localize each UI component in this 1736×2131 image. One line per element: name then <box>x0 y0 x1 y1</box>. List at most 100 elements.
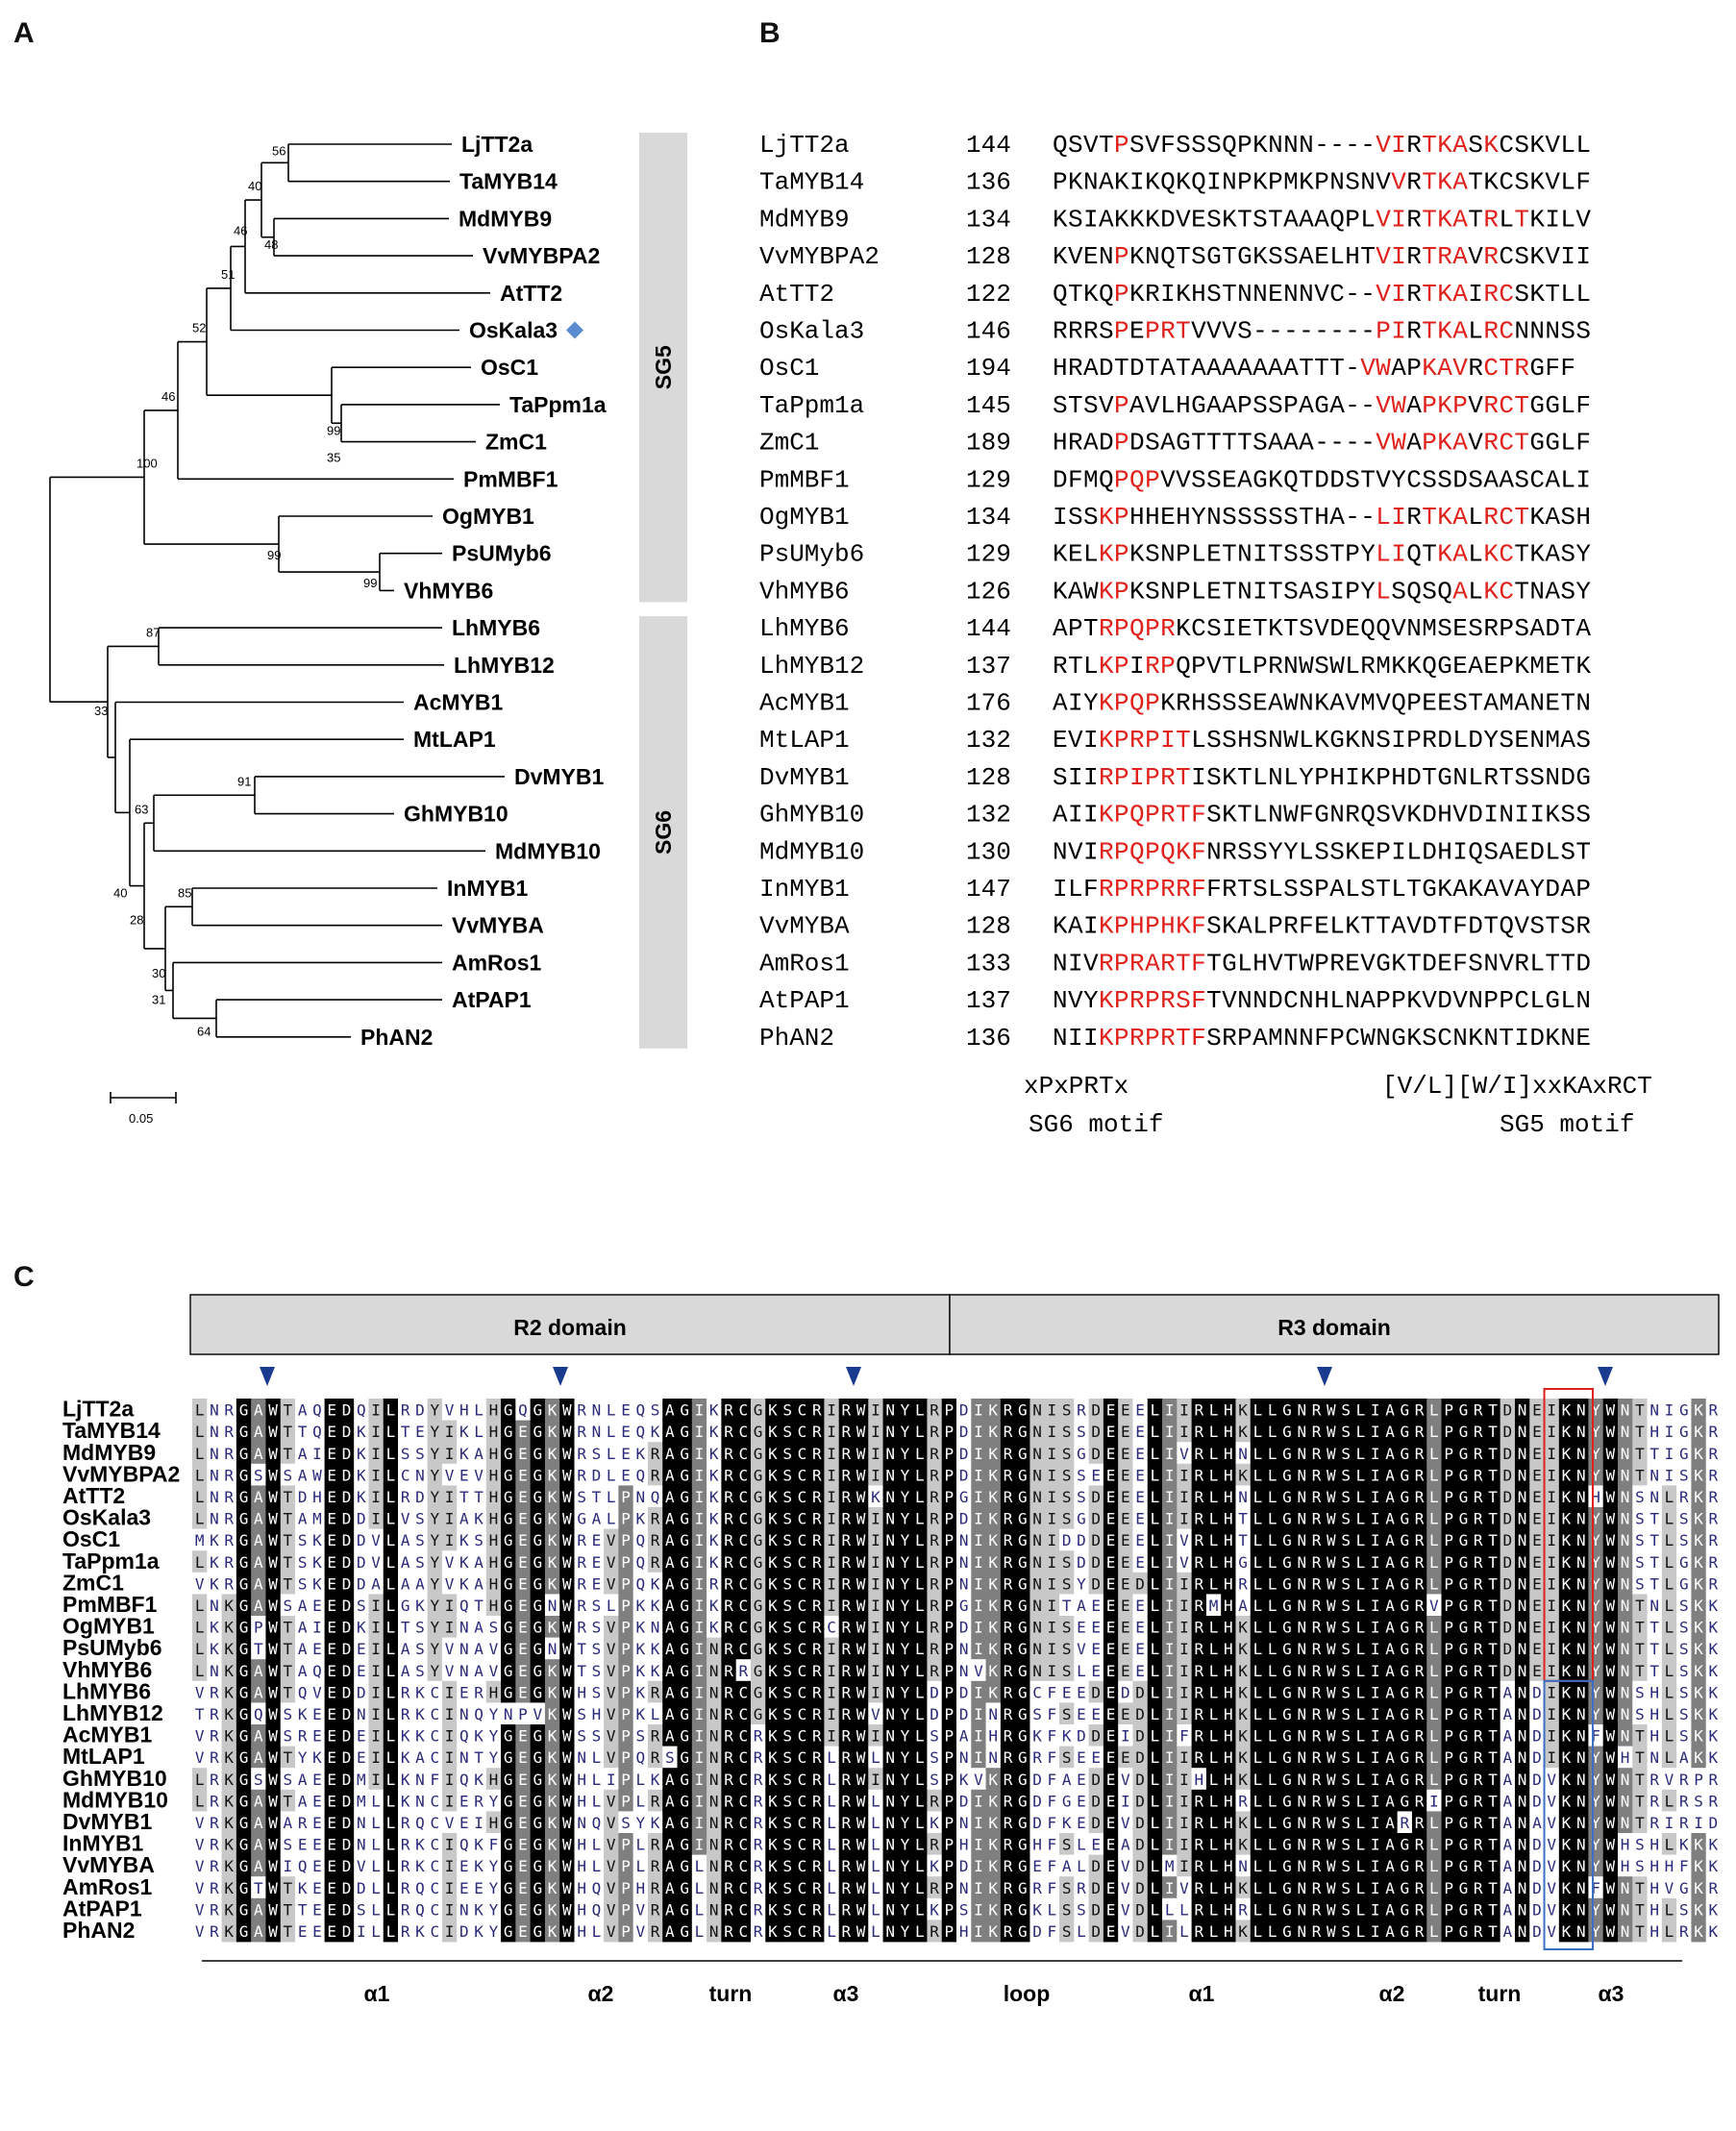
alignment-residue: E <box>1091 1836 1101 1854</box>
alignment-residue: Q <box>592 1900 602 1919</box>
alignment-residue: V <box>195 1814 205 1832</box>
alignment-residue: G <box>754 1423 763 1441</box>
motif-row-position: 137 <box>966 986 1011 1015</box>
alignment-residue: D <box>1091 1423 1101 1441</box>
alignment-residue: L <box>1048 1900 1057 1919</box>
alignment-residue: N <box>592 1423 602 1441</box>
alignment-residue: E <box>518 1553 528 1572</box>
alignment-residue: Y <box>901 1553 910 1572</box>
alignment-residue: E <box>1121 1574 1130 1593</box>
alignment-residue: L <box>1268 1597 1277 1615</box>
alignment-residue: E <box>312 1597 322 1615</box>
group-label-sg5: SG5 <box>651 345 676 389</box>
alignment-residue: G <box>1018 1705 1028 1723</box>
alignment-residue: L <box>371 1814 381 1832</box>
alignment-residue: D <box>592 1466 602 1484</box>
alignment-residue: A <box>401 1662 410 1680</box>
alignment-residue: R <box>210 1879 219 1897</box>
alignment-residue: D <box>1091 1922 1101 1941</box>
alignment-residue: E <box>327 1510 336 1528</box>
alignment-residue: S <box>1062 1619 1072 1637</box>
leaf-label-MdMYB10: MdMYB10 <box>495 838 601 863</box>
alignment-residue: E <box>459 1792 469 1810</box>
alignment-residue: K <box>1062 1814 1072 1832</box>
alignment-residue: I <box>1371 1705 1380 1723</box>
alignment-residue: A <box>254 1510 263 1528</box>
alignment-residue: N <box>577 1748 586 1767</box>
leaf-label-AtTT2: AtTT2 <box>500 281 562 306</box>
alignment-residue: T <box>592 1488 602 1506</box>
alignment-residue: C <box>798 1683 807 1701</box>
alignment-residue: E <box>1532 1423 1542 1441</box>
alignment-residue: E <box>327 1445 336 1463</box>
alignment-residue: N <box>210 1597 219 1615</box>
alignment-residue: L <box>371 1857 381 1875</box>
alignment-residue: L <box>195 1619 205 1637</box>
alignment-residue: S <box>401 1445 410 1463</box>
alignment-residue: I <box>871 1640 880 1658</box>
alignment-residue: C <box>430 1683 439 1701</box>
alignment-residue: R <box>1474 1597 1483 1615</box>
alignment-residue: R <box>401 1683 410 1701</box>
alignment-residue: W <box>1327 1771 1336 1789</box>
alignment-residue: S <box>298 1531 308 1549</box>
alignment-residue: W <box>268 1683 278 1701</box>
alignment-residue: I <box>695 1771 705 1789</box>
alignment-residue: R <box>812 1683 822 1701</box>
alignment-residue: S <box>298 1553 308 1572</box>
alignment-residue: A <box>254 1662 263 1680</box>
alignment-residue: R <box>812 1466 822 1484</box>
alignment-residue: S <box>1341 1488 1351 1506</box>
alignment-residue: V <box>474 1466 484 1484</box>
alignment-residue: K <box>988 1792 998 1810</box>
alignment-residue: A <box>1385 1445 1395 1463</box>
alignment-residue: K <box>548 1814 558 1832</box>
alignment-residue: I <box>371 1423 381 1441</box>
alignment-residue: T <box>254 1640 263 1658</box>
alignment-residue: L <box>695 1900 705 1919</box>
alignment-residue: H <box>1224 1619 1233 1637</box>
alignment-residue: C <box>738 1488 748 1506</box>
alignment-residue: G <box>1282 1814 1292 1832</box>
alignment-residue: L <box>1151 1466 1160 1484</box>
alignment-residue: V <box>195 1574 205 1593</box>
motif-row-sequence: STSVPAVLHGAAPSSPAGA--VWAPKPVRCTGGLF <box>1053 391 1591 420</box>
alignment-residue: R <box>474 1683 484 1701</box>
alignment-residue: R <box>1415 1640 1425 1658</box>
alignment-residue: S <box>1341 1771 1351 1789</box>
alignment-residue: I <box>1165 1619 1175 1637</box>
alignment-residue: G <box>504 1445 513 1463</box>
alignment-residue: L <box>827 1879 836 1897</box>
alignment-residue: T <box>1488 1488 1498 1506</box>
alignment-residue: G <box>1282 1705 1292 1723</box>
alignment-residue: L <box>1209 1466 1219 1484</box>
alignment-residue: A <box>254 1900 263 1919</box>
alignment-residue: G <box>1400 1727 1409 1746</box>
alignment-residue: E <box>1106 1879 1116 1897</box>
alignment-residue: G <box>401 1597 410 1615</box>
alignment-residue: K <box>401 1792 410 1810</box>
alignment-residue: E <box>518 1466 528 1484</box>
alignment-residue: L <box>635 1857 645 1875</box>
alignment-residue: E <box>1121 1640 1130 1658</box>
alignment-residue: I <box>871 1597 880 1615</box>
alignment-residue: R <box>724 1836 733 1854</box>
alignment-residue: S <box>1341 1748 1351 1767</box>
alignment-residue: K <box>768 1814 778 1832</box>
alignment-residue: G <box>1282 1597 1292 1615</box>
alignment-residue: L <box>386 1748 396 1767</box>
alignment-residue: W <box>856 1836 866 1854</box>
alignment-residue: V <box>489 1640 499 1658</box>
alignment-residue: G <box>1282 1619 1292 1637</box>
alignment-residue: W <box>312 1466 322 1484</box>
alignment-residue: L <box>386 1922 396 1941</box>
alignment-residue: D <box>342 1727 352 1746</box>
alignment-residue: K <box>401 1748 410 1767</box>
alignment-residue: I <box>371 1510 381 1528</box>
alignment-residue: W <box>856 1727 866 1746</box>
alignment-residue: S <box>284 1836 293 1854</box>
alignment-residue: R <box>224 1488 234 1506</box>
alignment-residue: R <box>298 1814 308 1832</box>
alignment-residue: R <box>1004 1445 1013 1463</box>
alignment-residue: G <box>1459 1771 1469 1789</box>
